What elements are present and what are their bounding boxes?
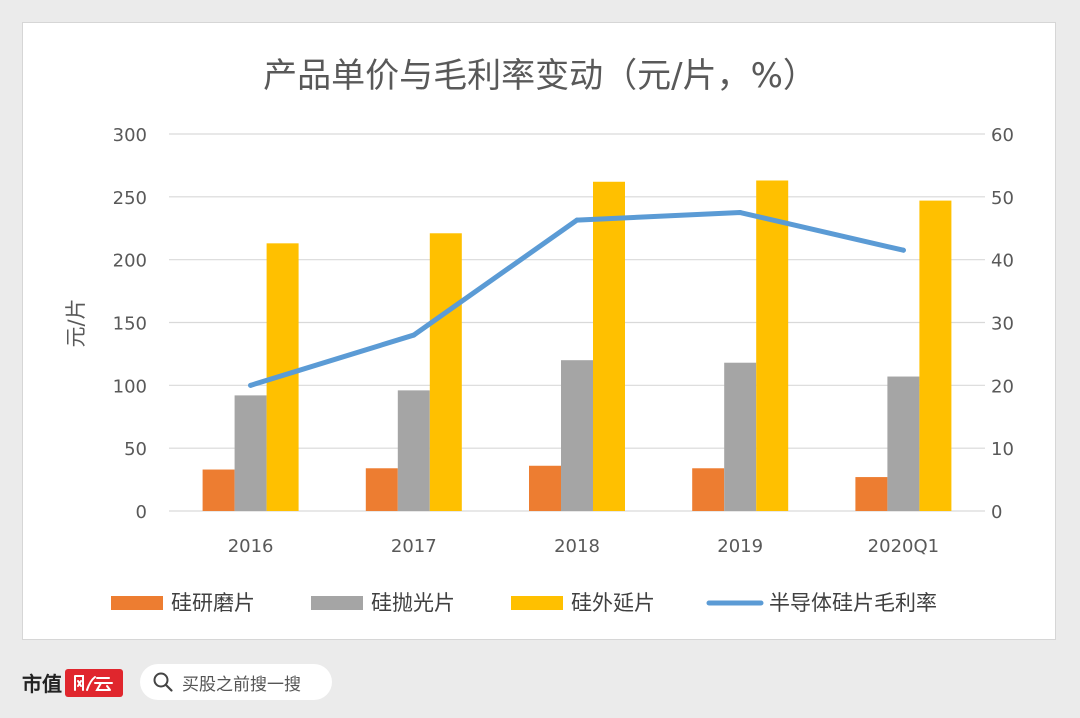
bar: [429, 233, 462, 511]
line-point: [737, 210, 743, 216]
x-tick-label: 2019: [717, 536, 763, 557]
right-tick-label: 60: [991, 125, 1014, 146]
left-tick-label: 150: [113, 314, 147, 335]
brand-seal-logo: [65, 668, 123, 697]
chart-title: 产品单价与毛利率变动（元/片，%）: [263, 56, 817, 96]
right-tick-label: 20: [991, 376, 1014, 397]
bar: [919, 200, 952, 511]
left-tick-label: 50: [124, 439, 147, 460]
line-point: [900, 247, 906, 253]
bar: [724, 362, 757, 511]
line-point: [411, 332, 417, 338]
right-tick-label: 0: [991, 502, 1002, 523]
left-tick-label: 100: [113, 376, 147, 397]
right-tick-label: 40: [991, 251, 1014, 272]
right-axis-ticks: 0 10 20 30 40 50 60: [991, 125, 1014, 523]
search-icon: [153, 672, 173, 692]
right-tick-label: 10: [991, 439, 1014, 460]
line-point: [248, 382, 254, 388]
x-tick-label: 2016: [228, 536, 274, 557]
bars: [202, 180, 952, 511]
line-series-path: [248, 210, 906, 388]
search-box[interactable]: 买股之前搜一搜: [140, 664, 332, 700]
legend-label: 硅外延片: [571, 591, 655, 615]
line-point: [574, 217, 580, 223]
legend-swatch: [111, 596, 163, 610]
x-tick-label: 2018: [554, 536, 600, 557]
bar: [593, 181, 625, 511]
bar: [365, 468, 398, 511]
search-placeholder: 买股之前搜一搜: [182, 674, 301, 695]
bar: [529, 465, 561, 511]
right-tick-label: 50: [991, 188, 1014, 209]
legend-label: 硅研磨片: [171, 591, 255, 615]
left-tick-label: 0: [136, 502, 147, 523]
category-labels: 2016 2017 2018 2019 2020Q1: [228, 536, 939, 557]
legend-label: 半导体硅片毛利率: [769, 591, 937, 615]
x-tick-label: 2020Q1: [868, 536, 939, 557]
left-axis-ticks: 0 50 100 150 200 250 300: [113, 125, 147, 523]
bar: [887, 376, 920, 511]
x-tick-label: 2017: [391, 536, 437, 557]
bar: [397, 390, 430, 511]
left-tick-label: 250: [113, 188, 147, 209]
bar: [855, 477, 888, 511]
chart-panel: 产品单价与毛利率变动（元/片，%） 0 50 100 150 200 250 300 0 10…: [22, 22, 1056, 640]
left-tick-label: 200: [113, 251, 147, 272]
bar: [202, 469, 235, 511]
bar: [756, 180, 789, 511]
footer-bar: 市值 买股之前搜一搜: [0, 652, 1080, 712]
brand-logo: 市值: [22, 668, 123, 697]
legend-label: 硅抛光片: [371, 591, 455, 615]
right-tick-label: 30: [991, 314, 1014, 335]
bar: [561, 360, 593, 511]
bar: [234, 395, 267, 511]
y-axis-label: 元/片: [64, 298, 88, 347]
legend-swatch: [311, 596, 363, 610]
left-tick-label: 300: [113, 125, 147, 146]
legend-swatch: [511, 596, 563, 610]
brand-text: 市值: [22, 672, 62, 696]
chart: 产品单价与毛利率变动（元/片，%） 0 50 100 150 200 250 300 0 10…: [64, 56, 1014, 615]
line-series: [248, 210, 906, 388]
bar: [692, 468, 725, 511]
legend: 硅研磨片 硅抛光片 硅外延片 半导体硅片毛利率: [111, 591, 937, 615]
